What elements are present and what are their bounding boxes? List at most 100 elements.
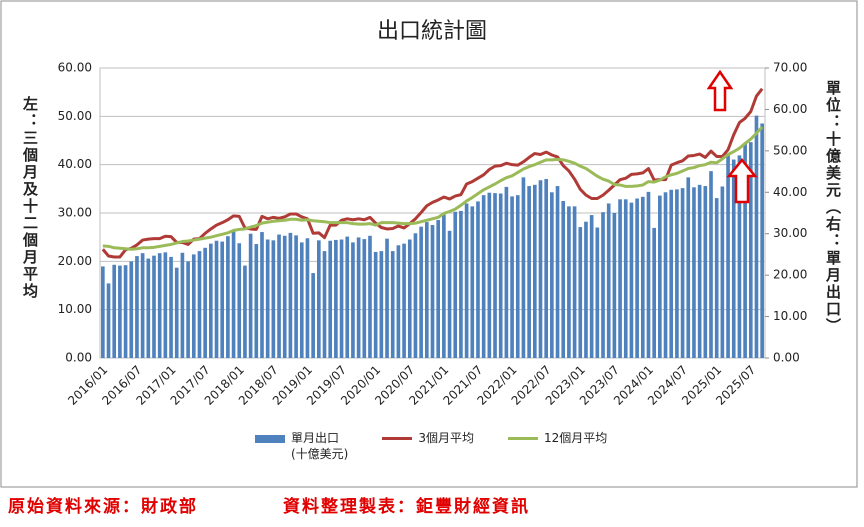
y2-tick-label: 20.00 — [773, 268, 807, 282]
legend-swatch — [382, 437, 413, 440]
y-axis-title: 左：三個月及十二個月平均 — [21, 96, 39, 300]
compiled-by: 資料整理製表：鉅豐財經資訊 — [283, 497, 530, 517]
bar — [635, 198, 639, 358]
bar — [623, 199, 628, 358]
arrows — [706, 69, 758, 204]
y-tick-label: 10.00 — [58, 302, 92, 316]
bar — [589, 215, 594, 358]
bar — [419, 226, 423, 358]
bar — [356, 237, 361, 358]
bar — [265, 239, 270, 358]
bar — [214, 240, 219, 358]
bar — [288, 232, 293, 358]
bar — [106, 283, 111, 358]
bar — [731, 159, 736, 358]
y-tick-label: 20.00 — [58, 254, 92, 268]
bar — [180, 252, 185, 358]
legend-label: 單月出口 (十億美元) — [291, 431, 349, 461]
legend-swatch — [508, 437, 539, 440]
y2-tick-label: 60.00 — [773, 102, 807, 116]
bar — [652, 227, 656, 358]
bar — [299, 242, 304, 358]
bar — [157, 253, 162, 358]
bar — [658, 195, 662, 358]
bar — [379, 251, 384, 358]
bar — [334, 239, 338, 358]
bar — [385, 238, 389, 358]
bar — [521, 177, 526, 358]
bar — [345, 236, 350, 358]
legend-item: 3個月平均 — [382, 430, 474, 462]
bar — [305, 238, 310, 358]
bar — [294, 235, 298, 358]
bar — [510, 196, 514, 358]
y-tick-label: 40.00 — [58, 157, 92, 171]
bar — [362, 239, 367, 358]
bar — [146, 258, 151, 358]
bar — [709, 171, 713, 358]
bar — [101, 266, 105, 358]
bar — [424, 222, 429, 358]
bar — [743, 142, 747, 358]
bar — [498, 193, 503, 358]
chart-title: 出口統計圖 — [377, 19, 487, 44]
bar — [248, 233, 253, 358]
y2-tick-label: 0.00 — [773, 351, 800, 365]
legend-item: 單月出口 (十億美元) — [255, 430, 348, 462]
bar — [390, 251, 395, 358]
bar — [640, 196, 645, 358]
bar — [282, 235, 287, 358]
up-arrow — [706, 69, 734, 112]
bar — [407, 239, 412, 358]
bar — [163, 252, 168, 358]
bar — [396, 245, 401, 358]
line — [102, 125, 764, 251]
bar — [197, 251, 202, 358]
bar — [464, 203, 469, 358]
bar — [612, 213, 617, 358]
bar — [209, 243, 213, 358]
bar — [692, 187, 696, 358]
bar — [129, 261, 134, 358]
bar — [311, 273, 315, 358]
y-tick-label: 30.00 — [58, 206, 92, 220]
legend-item: 12個月平均 — [508, 430, 607, 462]
bar — [328, 240, 333, 358]
bar — [686, 177, 691, 358]
bar — [555, 186, 560, 358]
bar — [271, 240, 276, 358]
bar — [436, 220, 441, 358]
bar — [561, 200, 566, 358]
bar — [601, 212, 605, 358]
bar — [373, 251, 378, 358]
y2-tick-label: 10.00 — [773, 309, 807, 323]
bar — [118, 265, 122, 358]
bar — [629, 202, 634, 358]
legend: 單月出口 (十億美元) 3個月平均 12個月平均 — [255, 430, 607, 462]
bar — [322, 251, 327, 358]
bar — [231, 230, 236, 358]
y2-axis-title: 單位：十億美元（右：單月出口） — [824, 80, 842, 335]
y2-tick-label: 50.00 — [773, 143, 807, 157]
bar — [748, 142, 753, 358]
y-tick-label: 0.00 — [65, 351, 92, 365]
bar — [532, 184, 537, 358]
bar — [112, 264, 117, 358]
bar — [544, 179, 548, 358]
bar — [538, 180, 543, 358]
bar — [368, 235, 372, 358]
bar — [720, 186, 725, 358]
bar — [430, 225, 435, 358]
bar — [191, 254, 196, 358]
y2-tick-label: 30.00 — [773, 226, 807, 240]
bar — [487, 192, 492, 358]
legend-label: 12個月平均 — [544, 431, 608, 445]
bar — [606, 203, 611, 358]
bar — [260, 232, 264, 358]
bar — [481, 195, 486, 358]
bar — [618, 199, 622, 358]
bar — [527, 186, 531, 358]
y2-tick-label: 70.00 — [773, 61, 807, 75]
